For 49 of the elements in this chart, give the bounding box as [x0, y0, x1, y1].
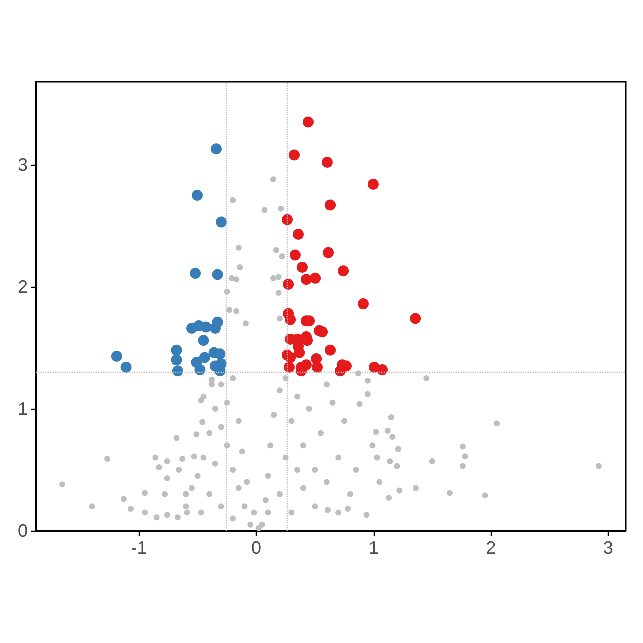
- y-tick-label: 3: [18, 154, 28, 175]
- point: [214, 348, 226, 360]
- point: [368, 178, 379, 190]
- point: [323, 247, 334, 258]
- x-tick-label: -1: [131, 538, 148, 558]
- point: [285, 314, 296, 326]
- point: [200, 322, 212, 333]
- point: [192, 190, 204, 201]
- point: [338, 266, 350, 277]
- point: [302, 116, 314, 128]
- point: [171, 344, 182, 356]
- point: [282, 214, 293, 226]
- point: [190, 268, 202, 280]
- point: [211, 144, 222, 155]
- point: [289, 150, 300, 161]
- point: [377, 364, 388, 376]
- y-tick-label: 1: [18, 398, 28, 419]
- point: [120, 362, 132, 373]
- point: [310, 272, 322, 284]
- x-tick-label: 1: [368, 538, 379, 558]
- point: [322, 157, 333, 168]
- point: [335, 366, 346, 377]
- point: [111, 351, 122, 362]
- point: [290, 250, 301, 261]
- y-tick-label: 0: [18, 521, 28, 541]
- x-tick-label: 3: [603, 538, 614, 558]
- point: [216, 216, 228, 228]
- point: [210, 322, 221, 334]
- point: [194, 364, 206, 376]
- point: [172, 366, 184, 377]
- x-tick-label: 2: [486, 538, 496, 558]
- point: [325, 200, 336, 211]
- x-tick-label: 0: [252, 538, 262, 558]
- point: [325, 344, 336, 356]
- point: [297, 262, 308, 273]
- point: [283, 279, 294, 290]
- point: [312, 362, 324, 373]
- point: [317, 326, 328, 338]
- point: [171, 354, 182, 366]
- point: [284, 362, 295, 373]
- point: [212, 269, 224, 280]
- point: [358, 298, 369, 310]
- y-tick-label: 2: [18, 276, 28, 297]
- point: [293, 229, 304, 240]
- point: [300, 274, 312, 286]
- point: [216, 358, 227, 370]
- point: [410, 313, 422, 324]
- point: [199, 352, 210, 364]
- point: [198, 335, 210, 346]
